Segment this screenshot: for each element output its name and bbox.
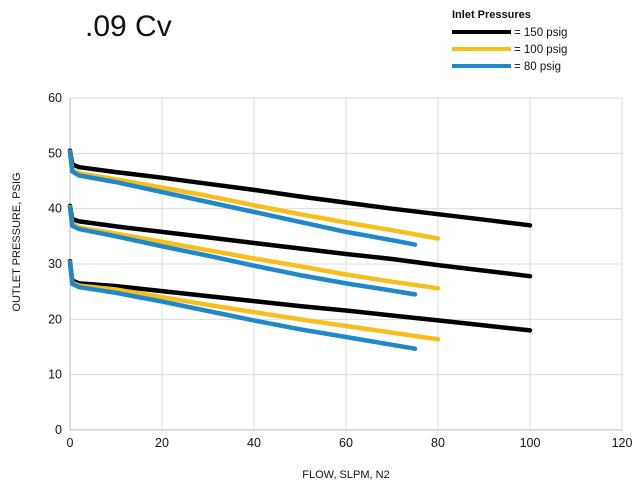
grid — [70, 97, 623, 430]
x-tick-label: 20 — [155, 436, 169, 450]
series-line-150-psig-inlet-50-set — [67, 148, 533, 228]
x-tick-label: 120 — [612, 436, 633, 450]
x-tick-label: 80 — [431, 436, 445, 450]
series-lines — [67, 148, 533, 351]
legend-label: = 80 psig — [514, 61, 561, 73]
y-tick-label: 50 — [48, 146, 62, 160]
x-tick-label: 40 — [247, 436, 261, 450]
legend-label: = 150 psig — [514, 27, 567, 39]
y-axis-title: OUTLET PRESSURE, PSIG — [11, 172, 23, 311]
x-tick-label: 100 — [520, 436, 541, 450]
series-line-80-psig-inlet-30-set — [67, 260, 418, 351]
series-line-150-psig-inlet-40-set — [67, 203, 533, 279]
x-axis-title: FLOW, SLPM, N2 — [302, 469, 389, 481]
legend-title: Inlet Pressures — [452, 9, 531, 21]
series-line-80-psig-inlet-40-set — [67, 205, 418, 297]
y-tick-label: 20 — [48, 312, 62, 326]
series-line-80-psig-inlet-50-set — [67, 149, 418, 247]
legend: Inlet Pressures = 150 psig = 100 psig = 80… — [452, 9, 567, 73]
x-tick-label: 0 — [67, 436, 74, 450]
chart-title: .09 Cv — [85, 10, 172, 43]
y-tick-label: 30 — [48, 257, 62, 271]
y-tick-label: 60 — [48, 91, 62, 105]
x-tick-label: 60 — [339, 436, 353, 450]
y-tick-label: 10 — [48, 368, 62, 382]
tick-labels: 0 20 40 60 80 100 120 0 10 20 30 40 50 60 — [48, 91, 632, 450]
legend-label: = 100 psig — [514, 44, 567, 56]
legend-entries: = 150 psig = 100 psig = 80 psig — [452, 27, 567, 73]
y-tick-label: 0 — [55, 423, 62, 437]
y-tick-label: 40 — [48, 202, 62, 216]
